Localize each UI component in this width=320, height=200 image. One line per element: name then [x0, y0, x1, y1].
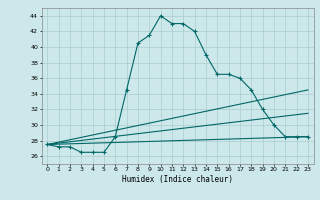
X-axis label: Humidex (Indice chaleur): Humidex (Indice chaleur) [122, 175, 233, 184]
